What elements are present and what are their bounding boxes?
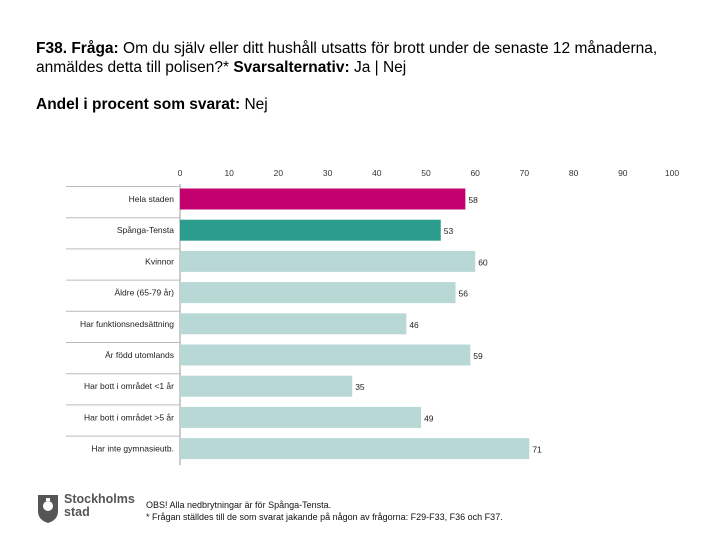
bar xyxy=(180,438,530,460)
x-tick-label: 0 xyxy=(178,168,183,178)
x-tick-label: 30 xyxy=(323,168,333,178)
value-label: 60 xyxy=(478,257,488,267)
x-tick-label: 50 xyxy=(421,168,431,178)
category-label: Hela staden xyxy=(129,194,175,204)
category-label: Har inte gymnasieutb. xyxy=(91,444,174,454)
value-label: 58 xyxy=(468,195,478,205)
x-tick-label: 70 xyxy=(520,168,530,178)
bar xyxy=(180,188,466,210)
x-tick-label: 60 xyxy=(470,168,480,178)
bar xyxy=(180,313,407,335)
bar xyxy=(180,375,353,397)
chart-subtitle: Andel i procent som svarat: Nej xyxy=(36,95,268,114)
category-label: Är född utomlands xyxy=(105,350,174,360)
value-label: 59 xyxy=(473,351,483,361)
bar-chart: 0 10 20 30 40 50 60 70 80 90 100 Hela staden 58 Spång… xyxy=(66,168,679,466)
bar xyxy=(180,344,471,366)
bar xyxy=(180,282,456,304)
answer-options-label: Svarsalternativ: xyxy=(229,59,350,76)
category-label: Kvinnor xyxy=(145,256,174,266)
question-prefix: F38. Fråga: xyxy=(36,40,119,57)
value-label: 46 xyxy=(409,320,419,330)
logo-line-1: Stockholms xyxy=(64,492,135,506)
x-tick-label: 90 xyxy=(618,168,628,178)
category-label: Har funktionsnedsättning xyxy=(80,319,174,329)
subtitle-label: Andel i procent som svarat: xyxy=(36,96,241,113)
stockholm-logo-text: Stockholms stad xyxy=(64,493,135,519)
value-label: 56 xyxy=(459,289,469,299)
x-tick-label: 80 xyxy=(569,168,579,178)
category-label: Spånga-Tensta xyxy=(117,225,174,235)
x-tick-label: 100 xyxy=(665,168,679,178)
footnote-line-2: * Frågan ställdes till de som svarat jak… xyxy=(146,512,503,522)
x-tick-label: 20 xyxy=(274,168,284,178)
value-label: 35 xyxy=(355,382,365,392)
bar xyxy=(180,219,441,241)
footnotes: OBS! Alla nedbrytningar är för Spånga-Te… xyxy=(146,499,503,523)
value-label: 53 xyxy=(444,226,454,236)
category-label: Har bott i området <1 år xyxy=(84,381,174,391)
value-label: 71 xyxy=(532,445,542,455)
x-tick-label: 40 xyxy=(372,168,382,178)
stockholm-crest-icon xyxy=(38,495,58,523)
chart-title: F38. Fråga: Om du själv eller ditt hushå… xyxy=(36,39,706,77)
x-tick-label: 10 xyxy=(224,168,234,178)
answer-options-value: Ja | Nej xyxy=(349,59,407,76)
category-label: Äldre (65-79 år) xyxy=(114,288,174,298)
value-label: 49 xyxy=(424,413,434,423)
footnote-line-1: OBS! Alla nedbrytningar är för Spånga-Te… xyxy=(146,500,332,510)
subtitle-value: Nej xyxy=(240,96,268,113)
bar xyxy=(180,406,422,428)
logo-line-2: stad xyxy=(64,505,90,519)
question-text: Om du själv eller ditt hushåll utsatts f… xyxy=(36,40,658,76)
category-label: Har bott i området >5 år xyxy=(84,412,174,422)
bar xyxy=(180,250,476,272)
